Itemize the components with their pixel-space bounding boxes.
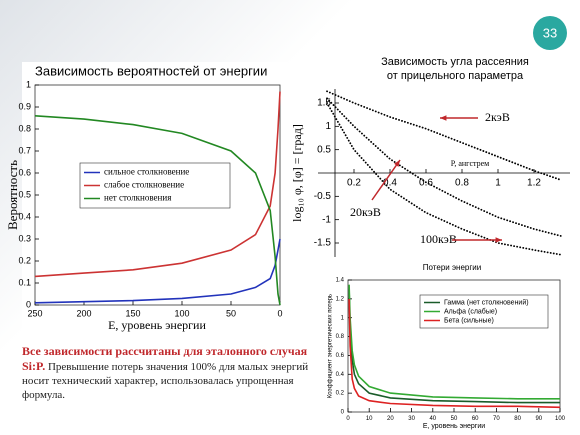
y-tick-label: 0.9 [18,101,31,111]
chart-title: Зависимость вероятностей от энергии [35,63,267,78]
x-tick-label: 150 [125,308,140,318]
y-tick-label: 0.5 [317,144,331,155]
series-annotation: 20кэВ [350,205,381,219]
y-tick-label: 0.2 [18,255,31,265]
y-tick-label: 0.3 [18,233,31,243]
legend-label: Бета (сильные) [444,317,494,324]
series-annotation: 100кэВ [420,232,457,246]
y-tick-label: 1 [325,121,331,132]
x-tick-label: 100 [555,416,566,422]
legend-label: Альфа (слабые) [444,307,497,315]
x-axis-label: P, ангстрем [451,159,489,168]
x-tick-label: 0.8 [455,178,469,189]
x-tick-label: 1.2 [527,178,541,189]
y-tick-label: 0.4 [336,372,345,378]
y-tick-label: -0.5 [314,191,332,202]
x-tick-label: 0.4 [383,178,397,189]
series-line [34,238,281,304]
title-line: от прицельного параметра [387,70,524,82]
series-annotation: 2кэВ [485,110,510,124]
caption-bold: Все зависимости рассчитаны для эталонног… [22,344,308,373]
x-tick-label: 100 [174,308,189,318]
y-tick-label: 0.1 [18,277,31,287]
y-axis-label: Коэффициент энергетических потерь [328,294,334,398]
y-tick-label: 0.5 [18,189,31,199]
chart-title: Зависимость угла рассеяния от прицельного… [381,56,529,82]
caption-text: Превышение потерь значения 100% для малы… [22,361,309,401]
x-tick-label: 50 [226,308,236,318]
y-tick-label: 1.2 [336,296,345,302]
slide-number: 33 [543,25,557,40]
legend-label: слабое столкновение [104,180,184,190]
legend-box [419,294,549,329]
series-line [348,284,560,400]
legend-label: сильное столкновение [104,167,189,177]
x-tick-label: 0.6 [419,178,433,189]
x-tick-label: 0 [277,308,282,318]
arrow-head [495,237,502,243]
x-tick-label: 80 [514,416,521,422]
x-tick-label: 0.2 [347,178,361,189]
x-axis-label: E, уровень энергии [108,318,206,332]
y-tick-label: 0 [341,410,345,416]
x-tick-label: 10 [366,416,373,422]
x-tick-label: 70 [493,416,500,422]
series-line [34,91,281,278]
arrow-head [440,115,447,121]
y-tick-label: 1.4 [336,278,345,284]
x-tick-label: 200 [76,308,91,318]
x-axis-label: E, уровень энергии [423,423,485,430]
slide-badge [533,16,567,50]
series-line [326,102,562,256]
x-tick-label: 30 [408,416,415,422]
y-tick-label: 0.6 [18,167,31,177]
y-tick-label: -1 [322,214,331,225]
series-line [326,97,562,237]
x-tick-label: 90 [535,416,542,422]
x-tick-label: 50 [451,416,458,422]
chart-title: Потери энергии [423,263,481,272]
panel [315,262,577,434]
y-axis-label: log₁₀ φ, [φ] = [град] [290,124,304,222]
y-tick-label: 0.2 [336,391,345,397]
series-line [348,298,561,409]
y-tick-label: 0.8 [336,334,345,340]
y-tick-label: -1.5 [314,238,332,249]
legend-box [79,162,231,209]
y-axis-label: Вероятность [5,160,20,230]
y-tick-label: 0.4 [18,211,31,221]
legend-label: нет столкновения [104,193,171,203]
x-tick-label: 40 [429,416,436,422]
x-tick-label: 20 [387,416,394,422]
x-tick-label: 250 [27,308,42,318]
y-tick-label: 1 [341,315,345,321]
y-tick-label: 1 [26,79,31,89]
arrow-head [394,160,400,167]
y-tick-label: 0.8 [18,123,31,133]
title-line: Зависимость угла рассеяния [381,56,529,68]
y-tick-label: 0 [26,299,31,309]
x-tick-label: 0 [346,416,350,422]
x-tick-label: 1 [495,178,501,189]
y-tick-label: 0.6 [336,353,345,359]
x-tick-label: 60 [472,416,479,422]
annotation-arrow [371,159,401,201]
caption: Все зависимости рассчитаны для эталонног… [22,344,312,402]
y-tick-label: 0.7 [18,145,31,155]
y-tick-label: 1.5 [317,98,331,109]
series-line [34,115,281,306]
legend-label: Гамма (нет столкновений) [444,298,529,306]
